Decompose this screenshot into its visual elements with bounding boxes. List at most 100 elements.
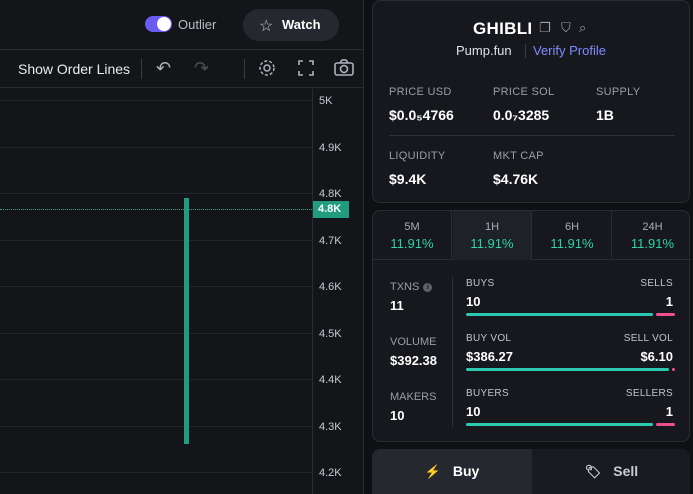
tab-change: 11.91%: [390, 236, 434, 251]
volume-bar: [466, 368, 675, 371]
makers-label: MAKERS: [390, 391, 437, 403]
buys-label: BUYS: [466, 278, 495, 289]
price-usd-value: $0.0₅4766: [389, 107, 454, 123]
sellers-bar: [656, 423, 675, 426]
y-tick-label: 4.8K: [319, 188, 342, 200]
stats-divider: [389, 135, 675, 136]
token-info-card: GHIBLI ❐ ⛉ ⌕ Pump.fun Verify Profile PRI…: [372, 0, 690, 203]
y-tick-label: 4.4K: [319, 374, 342, 386]
liquidity-label: LIQUIDITY: [389, 150, 446, 162]
mkt-cap-value: $4.76K: [493, 171, 539, 187]
price-sol-value: 0.0₇3285: [493, 107, 550, 123]
watch-button[interactable]: ☆ Watch: [243, 9, 339, 41]
grid-line: [0, 147, 312, 148]
timeframe-tabs: 5M 11.91% 1H 11.91% 6H 11.91% 24H 11.91%: [373, 211, 691, 260]
fullscreen-icon[interactable]: [296, 58, 316, 82]
grid-line: [0, 379, 312, 380]
gear-icon[interactable]: [257, 58, 277, 82]
y-tick-label: 4.6K: [319, 281, 342, 293]
tab-24h[interactable]: 24H 11.91%: [613, 211, 692, 260]
sell-vol-label: SELL VOL: [623, 333, 673, 344]
grid-line: [0, 286, 312, 287]
sell-tab[interactable]: 🏷 Sell: [533, 449, 690, 494]
price-usd-label: PRICE USD: [389, 86, 452, 98]
trade-panel: ⚡ Buy 🏷 Sell: [372, 449, 690, 494]
grid-line: [0, 240, 312, 241]
toggle-knob: [157, 17, 171, 31]
sellers-value: 1: [665, 404, 673, 419]
volume-label: VOLUME: [390, 336, 437, 348]
txns-card: 5M 11.91% 1H 11.91% 6H 11.91% 24H 11.91%…: [372, 210, 691, 442]
chart-panel: Outlier ☆ Watch Show Order Lines ↶ ↷: [0, 0, 364, 494]
liquidity-value: $9.4K: [389, 171, 427, 187]
txns-label-text: TXNS: [390, 281, 420, 293]
tab-6h[interactable]: 6H 11.91%: [533, 211, 612, 260]
y-tick-label: 4.7K: [319, 235, 342, 247]
buyers-label: BUYERS: [466, 388, 509, 399]
y-tick-label: 4.2K: [319, 467, 342, 479]
copy-icon[interactable]: ❐: [539, 20, 551, 35]
grid-line: [0, 472, 312, 473]
buys-bar: [466, 313, 653, 316]
tab-change: 11.91%: [630, 236, 675, 251]
current-price-tag: 4.8K: [313, 201, 349, 218]
mkt-cap-label: MKT CAP: [493, 150, 544, 162]
redo-icon[interactable]: ↷: [194, 58, 210, 78]
outlier-label: Outlier: [178, 17, 217, 32]
txns-label: TXNS i: [390, 281, 433, 293]
toolbar-divider: [141, 59, 142, 79]
sells-value: 1: [665, 294, 673, 309]
y-tick-label: 4.9K: [319, 142, 342, 154]
buyers-sellers-bar: [466, 423, 675, 426]
y-tick-label: 4.5K: [319, 328, 342, 340]
y-tick-label: 4.3K: [319, 421, 342, 433]
sell-vol-value: $6.10: [640, 349, 673, 364]
show-order-lines-button[interactable]: Show Order Lines: [18, 61, 131, 77]
tab-label: 1H: [484, 221, 500, 233]
buy-vol-value: $386.27: [466, 349, 513, 364]
buy-label: Buy: [452, 463, 480, 479]
camera-icon[interactable]: [333, 58, 355, 82]
buys-sells-bar: [466, 313, 675, 316]
grid-line: [0, 333, 312, 334]
tab-5m[interactable]: 5M 11.91%: [373, 211, 452, 260]
search-icon[interactable]: ⌕: [579, 20, 587, 35]
tab-change: 11.91%: [550, 236, 594, 251]
watch-label: Watch: [282, 17, 321, 32]
outlier-toggle[interactable]: [145, 16, 172, 32]
info-icon[interactable]: i: [423, 283, 433, 292]
token-name: GHIBLI: [473, 19, 533, 38]
price-candle[interactable]: [184, 197, 189, 445]
tab-change: 11.91%: [470, 236, 514, 251]
buys-value: 10: [466, 294, 481, 309]
tab-1h[interactable]: 1H 11.91%: [453, 211, 532, 260]
sell-label: Sell: [613, 463, 639, 479]
shield-icon[interactable]: ⛉: [561, 20, 571, 35]
y-tick-label: 5K: [319, 95, 333, 107]
column-divider: [452, 277, 453, 427]
undo-icon[interactable]: ↶: [156, 58, 172, 78]
supply-value: 1B: [596, 107, 614, 123]
buy-vol-bar: [466, 368, 669, 371]
price-chart[interactable]: [0, 89, 312, 494]
divider: [525, 44, 526, 58]
sells-bar: [656, 313, 675, 316]
makers-value: 10: [390, 408, 405, 423]
buyers-value: 10: [466, 404, 481, 419]
y-axis: 5K 4.9K 4.8K 4.7K 4.6K 4.5K 4.4K 4.3K 4.…: [312, 89, 363, 494]
platform-label: Pump.fun: [456, 43, 512, 58]
sell-vol-bar: [672, 368, 675, 371]
grid-line: [0, 100, 312, 101]
current-price-line: [0, 209, 312, 210]
buy-vol-label: BUY VOL: [466, 333, 512, 344]
volume-value: $392.38: [390, 353, 437, 368]
buyers-bar: [466, 423, 653, 426]
sellers-label: SELLERS: [625, 388, 673, 399]
grid-line: [0, 426, 312, 427]
star-icon: ☆: [259, 18, 274, 35]
chart-header: Outlier ☆ Watch: [0, 0, 363, 50]
tab-label: 5M: [404, 221, 420, 233]
buy-tab[interactable]: ⚡ Buy: [372, 449, 532, 494]
verify-profile-link[interactable]: Verify Profile: [533, 43, 606, 58]
txns-value: 11: [390, 298, 404, 313]
